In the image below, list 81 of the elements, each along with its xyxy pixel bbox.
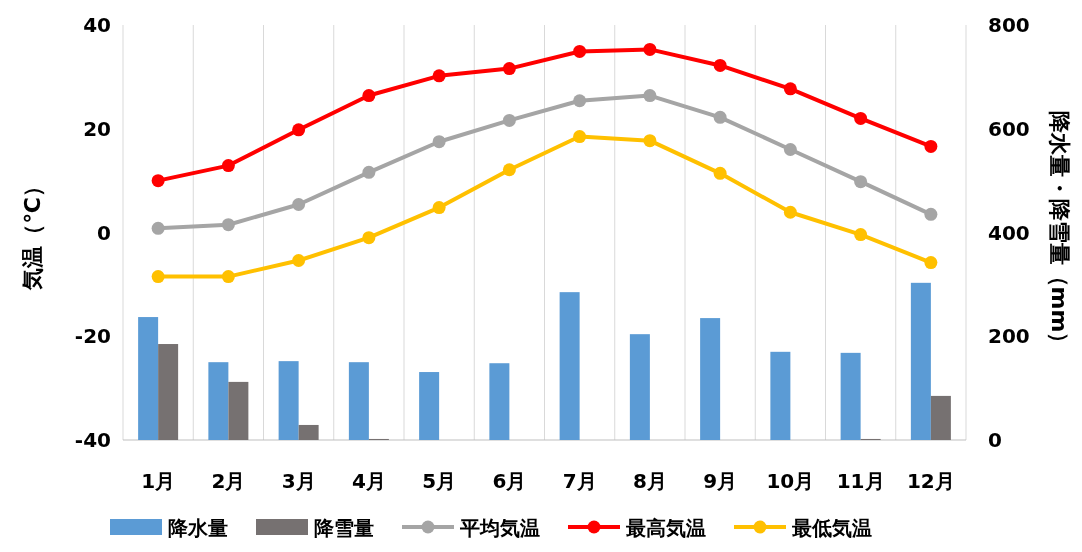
legend-label: 最低気温	[791, 516, 872, 540]
point	[924, 207, 938, 221]
bar	[158, 344, 179, 440]
point	[292, 197, 306, 211]
legend-label: 平均気温	[459, 516, 540, 540]
bar	[138, 317, 159, 440]
point	[924, 139, 938, 153]
bar	[278, 361, 299, 440]
y2-tick-label: 800	[988, 13, 1030, 37]
x-tick-label: 3月	[281, 469, 316, 493]
point	[502, 163, 516, 177]
x-tick-label: 1月	[141, 469, 176, 493]
point	[432, 135, 446, 149]
point	[854, 111, 868, 125]
point	[151, 221, 165, 235]
point	[573, 94, 587, 108]
point	[573, 130, 587, 144]
y2-axis-title: 降水量・降雪量（mm）	[1047, 110, 1072, 355]
bar	[208, 362, 229, 440]
x-tick-label: 8月	[632, 469, 667, 493]
point	[362, 231, 376, 245]
bar	[348, 362, 369, 440]
point	[432, 201, 446, 215]
point	[783, 143, 797, 156]
point	[362, 165, 376, 179]
bar	[559, 292, 580, 440]
point	[292, 123, 306, 137]
bar	[298, 424, 319, 440]
x-tick-label: 12月	[906, 469, 955, 493]
point	[854, 175, 868, 189]
point	[713, 58, 727, 72]
point	[713, 110, 727, 124]
legend-label: 降水量	[168, 516, 228, 540]
point	[292, 254, 306, 268]
point	[502, 113, 516, 127]
point	[221, 159, 235, 173]
point	[643, 89, 657, 103]
point	[432, 69, 446, 83]
point	[783, 82, 797, 96]
y-tick-label: 40	[83, 13, 111, 37]
bar	[700, 318, 721, 440]
x-tick-label: 7月	[562, 469, 597, 493]
y2-tick-label: 600	[988, 116, 1030, 141]
point	[924, 256, 938, 270]
point	[502, 62, 516, 76]
y2-tick-label: 200	[988, 324, 1030, 349]
bar	[228, 381, 249, 440]
point	[151, 174, 165, 188]
bar	[840, 352, 861, 440]
x-tick-label: 11月	[836, 469, 885, 493]
y-tick-label: 20	[83, 116, 111, 141]
y2-tick-label: 400	[988, 220, 1030, 245]
x-tick-label: 6月	[492, 469, 527, 493]
legend-label: 降雪量	[314, 516, 374, 540]
point	[573, 44, 587, 58]
point	[221, 218, 235, 232]
x-tick-label: 4月	[351, 469, 386, 493]
point	[713, 166, 727, 180]
point	[643, 134, 657, 148]
y-tick-label: -20	[74, 324, 111, 349]
bar	[489, 363, 510, 440]
x-tick-label: 9月	[703, 469, 738, 493]
bar	[770, 351, 791, 440]
x-tick-label: 10月	[766, 469, 815, 493]
bar	[419, 372, 440, 440]
point	[151, 270, 165, 284]
y-axis-title: 気温（℃）	[20, 175, 45, 291]
point	[643, 42, 657, 56]
legend-label: 最高気温	[625, 516, 706, 540]
bar	[930, 395, 951, 440]
point	[854, 228, 868, 242]
y-tick-label: -40	[74, 428, 111, 452]
point	[221, 270, 235, 284]
y-tick-label: 0	[97, 220, 111, 245]
x-tick-label: 5月	[422, 469, 457, 493]
bar	[910, 282, 931, 440]
x-tick-label: 2月	[211, 469, 246, 493]
bar	[629, 334, 650, 440]
y2-tick-label: 0	[988, 428, 1002, 452]
point	[783, 205, 797, 219]
point	[362, 89, 376, 103]
